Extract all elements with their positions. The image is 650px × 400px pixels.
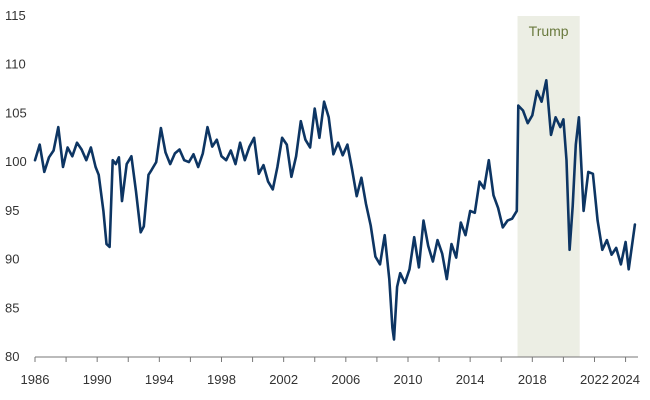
x-tick-label: 1986 [21,372,50,387]
axes: 80 85 90 95 100 105 110 115 1986 1990 1994 1998 2002… [5,8,640,387]
y-tick-label: 100 [5,154,27,169]
y-tick-label: 80 [5,349,19,364]
x-tick-label: 1990 [83,372,112,387]
x-tick-label: 1994 [145,372,174,387]
x-tick-label: 2010 [394,372,423,387]
x-tick-label: 2018 [518,372,547,387]
y-tick-label: 90 [5,252,19,267]
x-tick-label: 2024 [611,372,640,387]
y-tick-label: 110 [5,57,26,72]
y-tick-label: 85 [5,300,19,315]
series-layer [33,79,637,341]
x-tick-label: 2014 [456,372,485,387]
y-tick-label: 115 [5,8,26,23]
series-line [33,79,637,341]
x-tick-label: 2006 [331,372,360,387]
shaded-regions: Trump [517,16,580,357]
shaded-region-label: Trump [529,23,569,39]
x-tick-label: 1998 [207,372,236,387]
x-tick-label: 2002 [269,372,298,387]
y-tick-label: 95 [5,203,19,218]
y-tick-label: 105 [5,105,27,120]
x-tick-label: 2022 [580,372,609,387]
shaded-region [517,16,580,357]
